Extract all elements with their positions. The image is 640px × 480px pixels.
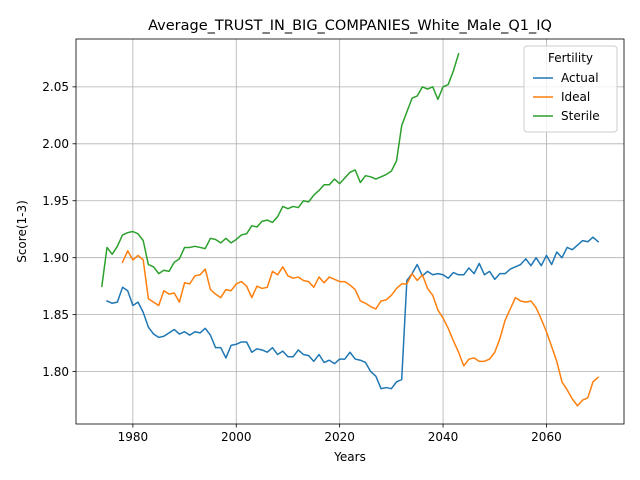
legend-items: Actual Ideal Sterile	[533, 71, 600, 123]
series-line-ideal	[121, 250, 600, 407]
x-tick-label: 2060	[531, 430, 562, 444]
y-axis-label: Score(1-3)	[15, 200, 29, 263]
legend: Fertility Actual Ideal Sterile	[523, 45, 618, 133]
y-tick-label: 1.85	[42, 308, 69, 322]
x-tick-label: 2040	[428, 430, 459, 444]
legend-title: Fertility	[548, 51, 593, 65]
legend-box	[523, 45, 618, 133]
grid-lines	[76, 39, 624, 424]
y-tick-label: 1.80	[42, 365, 69, 379]
axis-ticks: 1980 2000 2020 2040 2060 1.80 1.85 1.90 1.95 2.00…	[42, 80, 561, 444]
legend-label-sterile: Sterile	[561, 109, 600, 123]
chart-title: Average_TRUST_IN_BIG_COMPANIES_White_Mal…	[148, 18, 552, 34]
y-tick-label: 1.90	[42, 251, 69, 265]
series-line-sterile	[101, 52, 460, 288]
y-tick-label: 2.00	[42, 137, 69, 151]
plot-frame	[75, 38, 625, 425]
series-layer	[101, 52, 600, 407]
x-axis-label: Years	[333, 450, 366, 464]
y-tick-label: 1.95	[42, 194, 69, 208]
x-tick-label: 2020	[324, 430, 355, 444]
legend-label-actual: Actual	[561, 71, 599, 85]
series-line-actual	[106, 236, 600, 390]
x-tick-label: 2000	[221, 430, 252, 444]
x-tick-label: 1980	[118, 430, 149, 444]
y-tick-label: 2.05	[42, 80, 69, 94]
legend-label-ideal: Ideal	[561, 90, 590, 104]
